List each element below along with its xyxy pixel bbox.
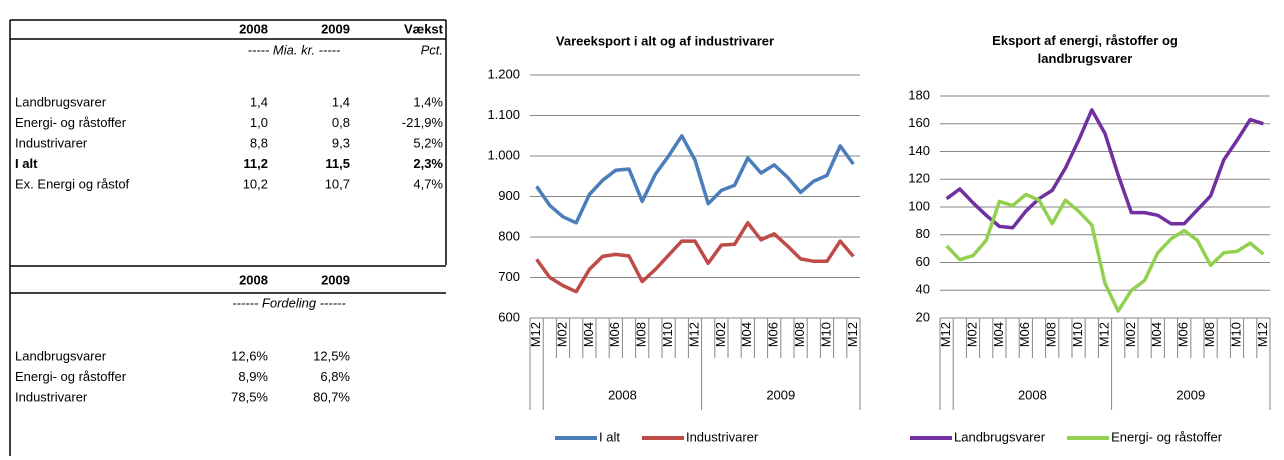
group-label: 2008 [608, 387, 637, 402]
line [945, 108, 1264, 230]
x-tick-label: M12 [686, 322, 701, 347]
y-tick-label: 40 [916, 282, 930, 297]
y-tick-label: 900 [498, 188, 520, 203]
cell: 1,0 [250, 115, 268, 130]
cell: 6,8% [320, 369, 350, 384]
x-tick-label: M04 [581, 322, 596, 347]
cell: 10,7 [325, 176, 350, 191]
row-label: Industrivarer [15, 135, 88, 150]
row-label: Energi- og råstoffer [15, 115, 127, 130]
y-tick-label: 140 [908, 143, 930, 158]
column-header: 2008 [239, 21, 268, 36]
x-tick-label: M06 [1176, 322, 1191, 347]
row-label: Landbrugsvarer [15, 348, 107, 363]
legend-label: Industrivarer [686, 429, 759, 444]
group-label: 2009 [1176, 387, 1205, 402]
row-label: I alt [15, 156, 38, 171]
x-tick-label: M08 [634, 322, 649, 347]
cell: 4,7% [413, 176, 443, 191]
x-tick-label: M04 [991, 322, 1006, 347]
x-tick-label: M10 [818, 322, 833, 347]
x-tick-label: M06 [607, 322, 622, 347]
y-tick-label: 180 [908, 87, 930, 102]
x-tick-label: M04 [739, 322, 754, 347]
unit-label: Pct. [421, 42, 443, 57]
line [945, 192, 1265, 313]
cell: 11,5 [325, 156, 350, 171]
x-tick-label: M12 [1096, 322, 1111, 347]
group-label: 2008 [1018, 387, 1047, 402]
y-tick-label: 120 [908, 171, 930, 186]
row-label: Ex. Energi og råstof [15, 176, 130, 191]
y-tick-label: 60 [916, 254, 930, 269]
cell: 8,8 [250, 135, 268, 150]
x-tick-label: M02 [713, 322, 728, 347]
cell: 0,8 [332, 115, 350, 130]
cell: 12,5% [313, 348, 350, 363]
x-tick-label: M08 [1044, 322, 1059, 347]
y-tick-label: 700 [498, 269, 520, 284]
cell: 9,3 [332, 135, 350, 150]
x-tick-label: M06 [1017, 322, 1032, 347]
x-tick-label: M02 [964, 322, 979, 347]
y-tick-label: 80 [916, 226, 930, 241]
cell: 12,6% [231, 348, 268, 363]
line [535, 221, 855, 294]
cell: 1,4% [413, 94, 443, 109]
y-tick-label: 1.200 [487, 66, 520, 81]
y-tick-label: 600 [498, 309, 520, 324]
column-header: 2009 [321, 21, 350, 36]
legend-label: Energi- og råstoffer [1111, 429, 1223, 444]
cell: -21,9% [402, 115, 444, 130]
x-tick-label: M06 [766, 322, 781, 347]
row-label: Energi- og råstoffer [15, 369, 127, 384]
cell: 11,2 [243, 156, 268, 171]
x-tick-label: M08 [792, 322, 807, 347]
cell: 8,9% [238, 369, 268, 384]
cell: 80,7% [313, 389, 350, 404]
x-tick-label: M08 [1202, 322, 1217, 347]
row-label: Industrivarer [15, 389, 88, 404]
x-tick-label: M02 [554, 322, 569, 347]
unit-label: ----- Mia. kr. ----- [248, 42, 341, 57]
legend-label: I alt [599, 429, 620, 444]
legend-label: Landbrugsvarer [954, 429, 1046, 444]
cell: 1,4 [250, 94, 268, 109]
cell: 10,2 [243, 176, 268, 191]
x-tick-label: M10 [1228, 322, 1243, 347]
group-label: 2009 [766, 387, 795, 402]
x-tick-label: M10 [1070, 322, 1085, 347]
column-header: 2008 [239, 272, 268, 287]
x-tick-label: M02 [1123, 322, 1138, 347]
cell: 5,2% [413, 135, 443, 150]
chart-title: Vareeksport i alt og af industrivarer [556, 33, 774, 48]
x-tick-label: M12 [1255, 322, 1270, 347]
cell: 1,4 [332, 94, 350, 109]
line [535, 134, 855, 225]
row-label: Landbrugsvarer [15, 94, 107, 109]
y-tick-label: 20 [916, 309, 930, 324]
cell: 2,3% [413, 156, 443, 171]
column-header: 2009 [321, 272, 350, 287]
y-tick-label: 800 [498, 228, 520, 243]
cell: 78,5% [231, 389, 268, 404]
x-tick-label: M12 [528, 322, 543, 347]
column-header: Vækst [404, 21, 444, 36]
y-tick-label: 1.000 [487, 147, 520, 162]
x-tick-label: M10 [660, 322, 675, 347]
x-tick-label: M12 [938, 322, 953, 347]
x-tick-label: M12 [845, 322, 860, 347]
y-tick-label: 100 [908, 198, 930, 213]
y-tick-label: 1.100 [487, 107, 520, 122]
chart-title: Eksport af energi, råstoffer og landbrugs… [992, 33, 1178, 66]
unit-label: ------ Fordeling ------ [232, 295, 346, 310]
y-tick-label: 160 [908, 115, 930, 130]
x-tick-label: M04 [1149, 322, 1164, 347]
